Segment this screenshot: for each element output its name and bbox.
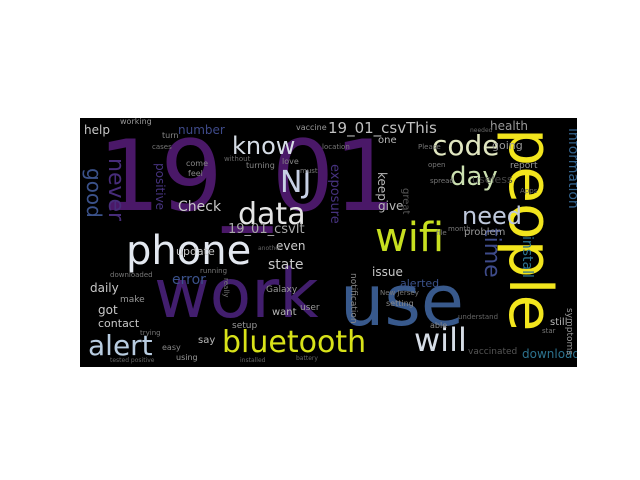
word: love [282, 157, 299, 166]
word: star [542, 327, 556, 335]
word: 19_01_csvIt [228, 222, 305, 237]
word: battery [296, 355, 318, 362]
word: will [414, 321, 467, 359]
word: Apps [520, 187, 538, 195]
word: must [300, 167, 318, 175]
word: state [268, 257, 304, 273]
word: day [450, 162, 498, 192]
word: understand [458, 313, 499, 321]
word: give [378, 199, 404, 213]
word: information [565, 128, 577, 209]
word: got [98, 303, 118, 317]
word: able [430, 321, 448, 330]
word: alerted [400, 277, 440, 290]
word: great [400, 188, 411, 215]
word: downloaded [110, 271, 153, 279]
word: really [222, 278, 230, 298]
word: come [186, 159, 209, 168]
word: tested positive [110, 357, 155, 364]
word: 19_01 [98, 120, 397, 234]
word: know [232, 132, 296, 160]
word: installed [240, 357, 266, 364]
word: code [432, 129, 500, 162]
word: feel [188, 169, 203, 178]
word: use [340, 260, 464, 342]
word: problem [464, 227, 506, 238]
word: 19_01_csvThis [328, 119, 437, 137]
word: work [154, 255, 319, 334]
word: notification [348, 273, 358, 324]
word: positive [153, 163, 167, 211]
word: good [82, 168, 106, 218]
word: New Jersey [380, 289, 419, 297]
word: turning [246, 161, 275, 170]
word: open [428, 161, 446, 169]
word: location [322, 143, 350, 151]
word: keep [375, 172, 389, 201]
word: even [276, 239, 306, 253]
word: setting [386, 299, 414, 308]
word: Please [418, 143, 441, 151]
word: useless [472, 173, 513, 186]
word-cloud: 19_01 work use people phone wifi bluetoo… [80, 118, 577, 367]
word: exposure [327, 164, 342, 224]
word: bluetooth [222, 325, 367, 360]
word: setup [232, 321, 258, 331]
word: vaccinated [468, 347, 518, 357]
word: vaccine [296, 123, 327, 132]
word: health [490, 119, 528, 133]
word: turn [162, 131, 179, 140]
word: help [84, 123, 110, 137]
word: issue [372, 265, 403, 279]
word: need [462, 202, 522, 230]
word: wifi [375, 215, 445, 261]
word: trying [140, 329, 161, 337]
word: month [448, 225, 471, 233]
word: needed [470, 127, 493, 134]
word: easy [162, 343, 181, 352]
word: file [436, 229, 447, 237]
word: say [198, 335, 216, 346]
word: cases [152, 143, 172, 151]
word: phone [126, 228, 252, 274]
word: error [172, 272, 206, 288]
word: using [176, 353, 198, 362]
word: symptoms [564, 308, 574, 355]
word: alert [88, 329, 153, 362]
word: update [176, 245, 215, 258]
word: NJ [280, 165, 312, 200]
word: one [378, 135, 397, 146]
word: Galaxy [266, 285, 298, 295]
word: working [120, 118, 152, 126]
word: going [492, 139, 523, 152]
word: another [258, 245, 282, 252]
word: never [103, 158, 128, 222]
word: running [200, 267, 228, 275]
word: user [300, 303, 320, 313]
word: install [519, 236, 535, 278]
word: make [120, 295, 145, 305]
word: time [479, 228, 504, 278]
word: contact [98, 317, 140, 330]
word: report [510, 161, 538, 171]
word: Check [178, 199, 222, 215]
word: want [272, 307, 297, 318]
word: spread [430, 177, 454, 185]
word: number [178, 123, 225, 137]
word: people [495, 128, 565, 332]
word: without [224, 155, 251, 163]
word: still [550, 317, 568, 328]
word: daily [90, 281, 119, 295]
word: data [238, 197, 306, 232]
word: download [522, 347, 577, 361]
